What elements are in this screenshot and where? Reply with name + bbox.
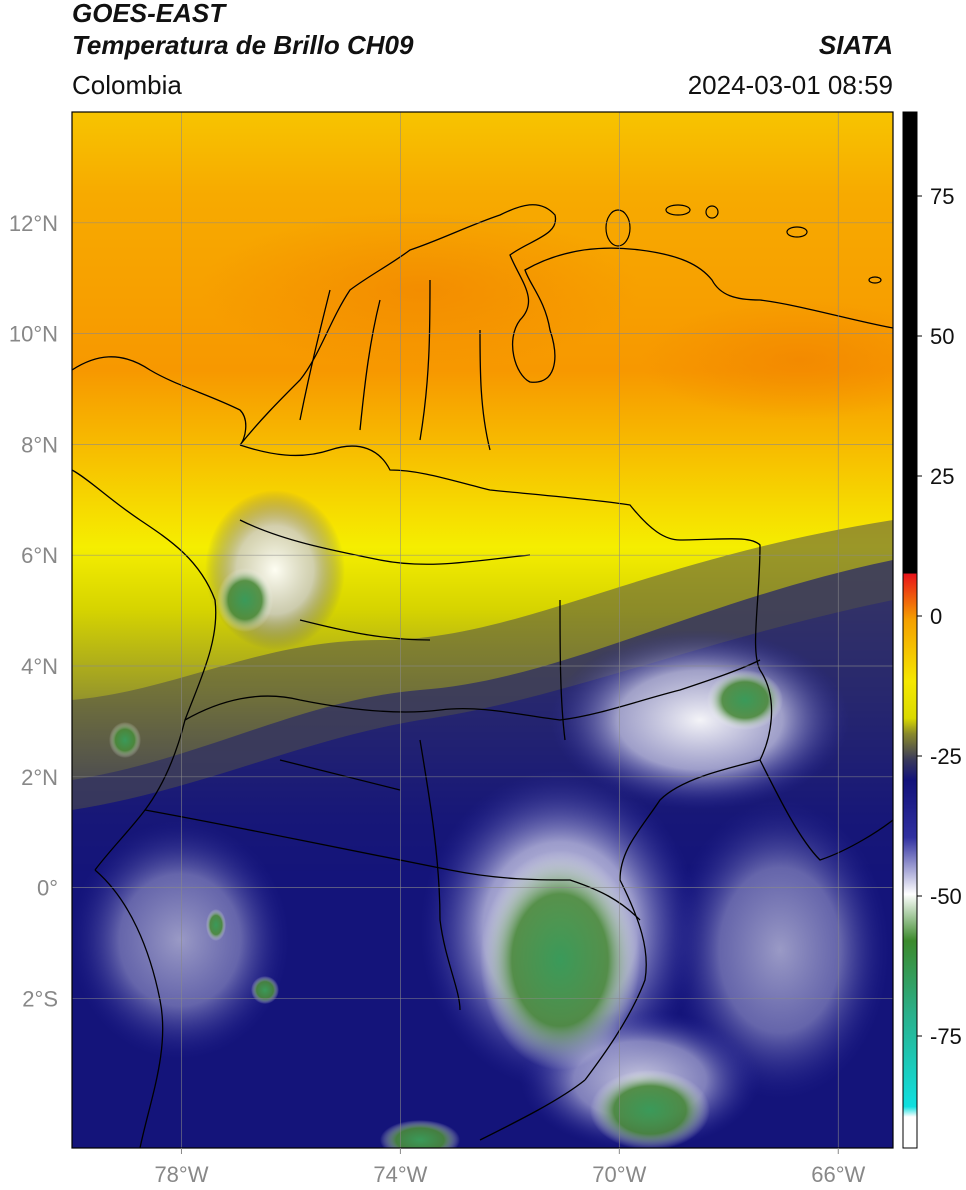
colorbar-tick-label: -50 <box>930 884 962 909</box>
lon-tick-label: 78°W <box>154 1162 208 1187</box>
colorbar <box>902 111 918 1149</box>
lat-tick-label: 8°N <box>21 432 58 457</box>
lat-tick-label: 6°N <box>21 543 58 568</box>
lat-tick-label: 4°N <box>21 654 58 679</box>
region-label: Colombia <box>72 70 182 100</box>
title-line2: Temperatura de Brillo CH09 <box>72 30 414 60</box>
longitude-labels: 78°W 74°W 70°W 66°W <box>154 1148 866 1187</box>
colorbar-ticks: 75 50 25 0 -25 -50 -75 <box>917 184 962 1049</box>
map-frame <box>71 111 894 1149</box>
title-line1: GOES-EAST <box>72 0 226 28</box>
colorbar-tick-label: 25 <box>930 464 954 489</box>
lon-tick-label: 70°W <box>592 1162 646 1187</box>
colorbar-tick-label: 75 <box>930 184 954 209</box>
lat-tick-label: 2°N <box>21 765 58 790</box>
boundaries <box>72 204 893 1148</box>
gridlines <box>72 112 893 1148</box>
colorbar-tick-label: -75 <box>930 1024 962 1049</box>
colorbar-tick-label: -25 <box>930 744 962 769</box>
lat-tick-label: 10°N <box>9 322 58 347</box>
colorbar-tick-label: 50 <box>930 324 954 349</box>
lon-tick-label: 74°W <box>373 1162 427 1187</box>
latitude-labels: 12°N 10°N 8°N 6°N 4°N 2°N 0° 2°S <box>9 211 58 1012</box>
lon-tick-label: 66°W <box>811 1162 865 1187</box>
lat-tick-label: 12°N <box>9 211 58 236</box>
agency-label: SIATA <box>818 30 893 60</box>
lat-tick-label: 2°S <box>22 986 58 1011</box>
colorbar-tick-label: 0 <box>930 604 942 629</box>
lat-tick-label: 0° <box>37 876 58 901</box>
satellite-image <box>72 112 893 1148</box>
timestamp-label: 2024-03-01 08:59 <box>687 70 893 100</box>
